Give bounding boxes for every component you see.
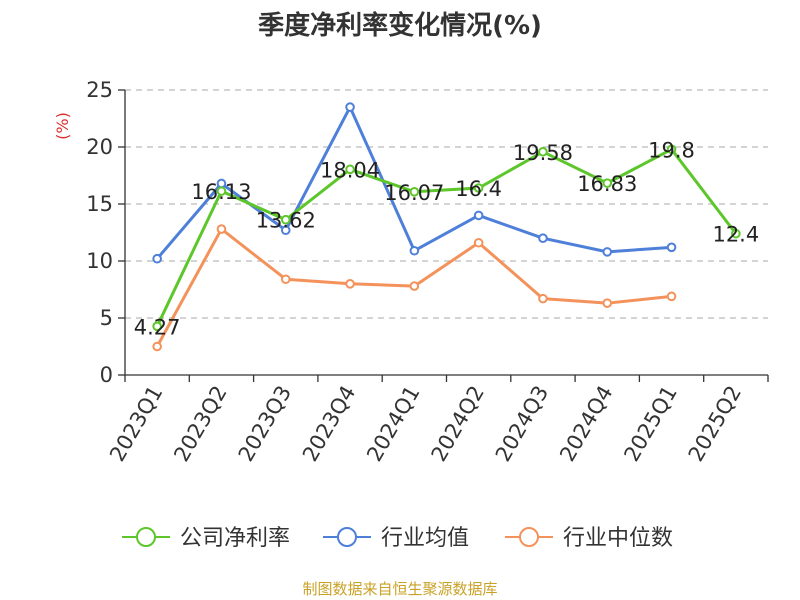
legend-label: 行业均值 <box>381 526 469 551</box>
x-tick-label: 2023Q2 <box>169 382 231 466</box>
data-point <box>666 144 677 155</box>
data-point <box>152 253 162 264</box>
data-point <box>280 214 291 225</box>
data-point <box>538 146 548 157</box>
y-tick-label: 0 <box>100 363 113 387</box>
x-tick-label: 2023Q1 <box>105 382 167 466</box>
y-tick-label: 20 <box>86 135 113 159</box>
y-tick-label: 5 <box>100 306 113 330</box>
source-note: 制图数据来自恒生聚源数据库 <box>302 580 497 598</box>
data-label: 16.13 <box>191 180 251 204</box>
legend-item: 行业均值 <box>323 526 469 551</box>
data-point <box>602 178 613 188</box>
data-point <box>538 293 548 304</box>
x-tick-label: 2023Q3 <box>234 382 296 466</box>
series-line <box>155 147 738 327</box>
data-point <box>152 321 162 332</box>
x-tick-label: 2024Q2 <box>427 382 489 466</box>
data-point <box>602 247 613 257</box>
data-point <box>731 228 741 239</box>
data-point <box>666 242 677 253</box>
legend-marker <box>136 527 156 547</box>
x-tick-label: 2025Q2 <box>684 382 746 466</box>
data-label: 13.62 <box>256 209 316 233</box>
data-point <box>345 102 355 112</box>
data-point <box>280 274 291 285</box>
x-tick-label: 2024Q4 <box>555 382 617 466</box>
chart-title: 季度净利率变化情况(%) <box>258 10 542 41</box>
legend-label: 公司净利率 <box>180 526 290 551</box>
data-label: 16.83 <box>577 172 637 196</box>
legend-item: 行业中位数 <box>505 526 673 551</box>
legend: 公司净利率 行业均值 行业中位数 <box>122 526 673 551</box>
x-tick-label: 2024Q3 <box>491 382 553 466</box>
data-point <box>538 233 548 243</box>
y-tick-label: 15 <box>86 192 113 216</box>
legend-label: 行业中位数 <box>563 526 673 551</box>
axes: 0 5 10 15 20 25 2023Q1 2023Q2 2023Q3 2023Q4 2024Q1… <box>86 78 769 466</box>
data-point <box>345 279 355 289</box>
data-point <box>216 224 227 234</box>
y-tick-label: 25 <box>86 78 113 102</box>
data-label: 4.27 <box>134 315 181 339</box>
y-axis-label: (%) <box>53 112 72 140</box>
data-point <box>473 237 484 248</box>
legend-marker <box>519 527 539 547</box>
x-tick-label: 2023Q4 <box>298 382 360 466</box>
data-label: 19.8 <box>648 138 695 162</box>
data-label: 16.07 <box>384 181 444 205</box>
data-point <box>409 245 420 256</box>
data-point <box>216 186 227 196</box>
x-tick-label: 2025Q1 <box>619 382 681 466</box>
data-label: 16.4 <box>455 177 502 201</box>
data-point <box>602 298 613 308</box>
series-0 <box>152 144 741 332</box>
data-label: 18.04 <box>320 158 380 182</box>
data-point <box>280 225 291 236</box>
series-lines <box>152 102 741 352</box>
grid-lines <box>125 89 768 319</box>
data-point <box>152 341 162 352</box>
data-point <box>409 187 420 197</box>
x-tick-label: 2024Q1 <box>362 382 424 466</box>
data-point <box>345 164 355 175</box>
series-2 <box>152 224 677 352</box>
data-point <box>409 281 420 291</box>
data-point <box>473 183 484 193</box>
legend-item: 公司净利率 <box>122 526 290 551</box>
data-label: 19.58 <box>513 141 573 165</box>
data-point <box>666 291 677 302</box>
y-tick-label: 10 <box>86 249 113 273</box>
legend-marker <box>337 527 357 547</box>
data-label: 12.4 <box>712 223 759 247</box>
data-point <box>473 210 484 221</box>
